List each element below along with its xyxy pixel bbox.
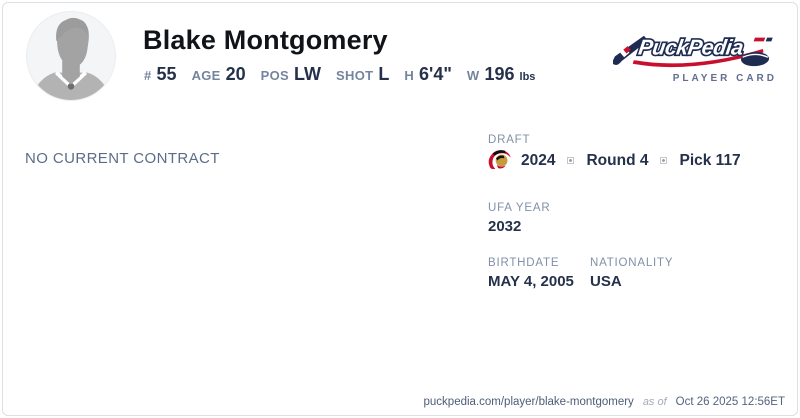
player-url-link[interactable]: puckpedia.com/player/blake-montgomery bbox=[423, 396, 634, 408]
separator-icon bbox=[660, 157, 668, 164]
draft-info: 2024 Round 4 Pick 117 bbox=[487, 149, 741, 172]
player-silhouette-icon bbox=[27, 12, 115, 100]
player-vitals: # 55 AGE 20 POS LW SHOT L H 6'4" W 196 l… bbox=[144, 64, 535, 85]
nationality-label: NATIONALITY bbox=[590, 257, 674, 269]
stat-age: AGE 20 bbox=[191, 64, 246, 84]
draft-label: DRAFT bbox=[488, 134, 531, 146]
stat-number: # 55 bbox=[144, 64, 177, 84]
stat-height: H 6'4" bbox=[404, 64, 452, 84]
ottawa-senators-logo-icon bbox=[487, 149, 512, 172]
timestamp: Oct 26 2025 12:56ET bbox=[675, 396, 785, 408]
draft-round: Round 4 bbox=[586, 151, 649, 169]
birthdate-label: BIRTHDATE bbox=[488, 257, 560, 269]
nationality-value: USA bbox=[590, 273, 622, 290]
separator-icon bbox=[567, 157, 575, 164]
contract-status: NO CURRENT CONTRACT bbox=[25, 150, 220, 167]
as-of-label: as of bbox=[642, 396, 667, 408]
stat-position: POS LW bbox=[260, 64, 322, 84]
player-name: Blake Montgomery bbox=[143, 25, 388, 55]
ufa-year-label: UFA YEAR bbox=[488, 202, 551, 214]
brand-tagline: PLAYER CARD bbox=[672, 73, 777, 84]
stat-shot: SHOT L bbox=[336, 64, 390, 84]
svg-text:PuckPedia: PuckPedia bbox=[637, 35, 745, 60]
puckpedia-logo-icon: PuckPedia bbox=[613, 33, 773, 68]
puckpedia-logo[interactable]: PuckPedia PLAYER CARD bbox=[613, 23, 783, 84]
avatar bbox=[26, 11, 116, 101]
ufa-year-value: 2032 bbox=[488, 218, 522, 235]
draft-year: 2024 bbox=[521, 151, 556, 169]
stat-weight: W 196 lbs bbox=[466, 64, 536, 84]
draft-pick: Pick 117 bbox=[679, 151, 741, 169]
birthdate-value: MAY 4, 2005 bbox=[488, 273, 574, 290]
footer: puckpedia.com/player/blake-montgomery as… bbox=[424, 396, 785, 408]
